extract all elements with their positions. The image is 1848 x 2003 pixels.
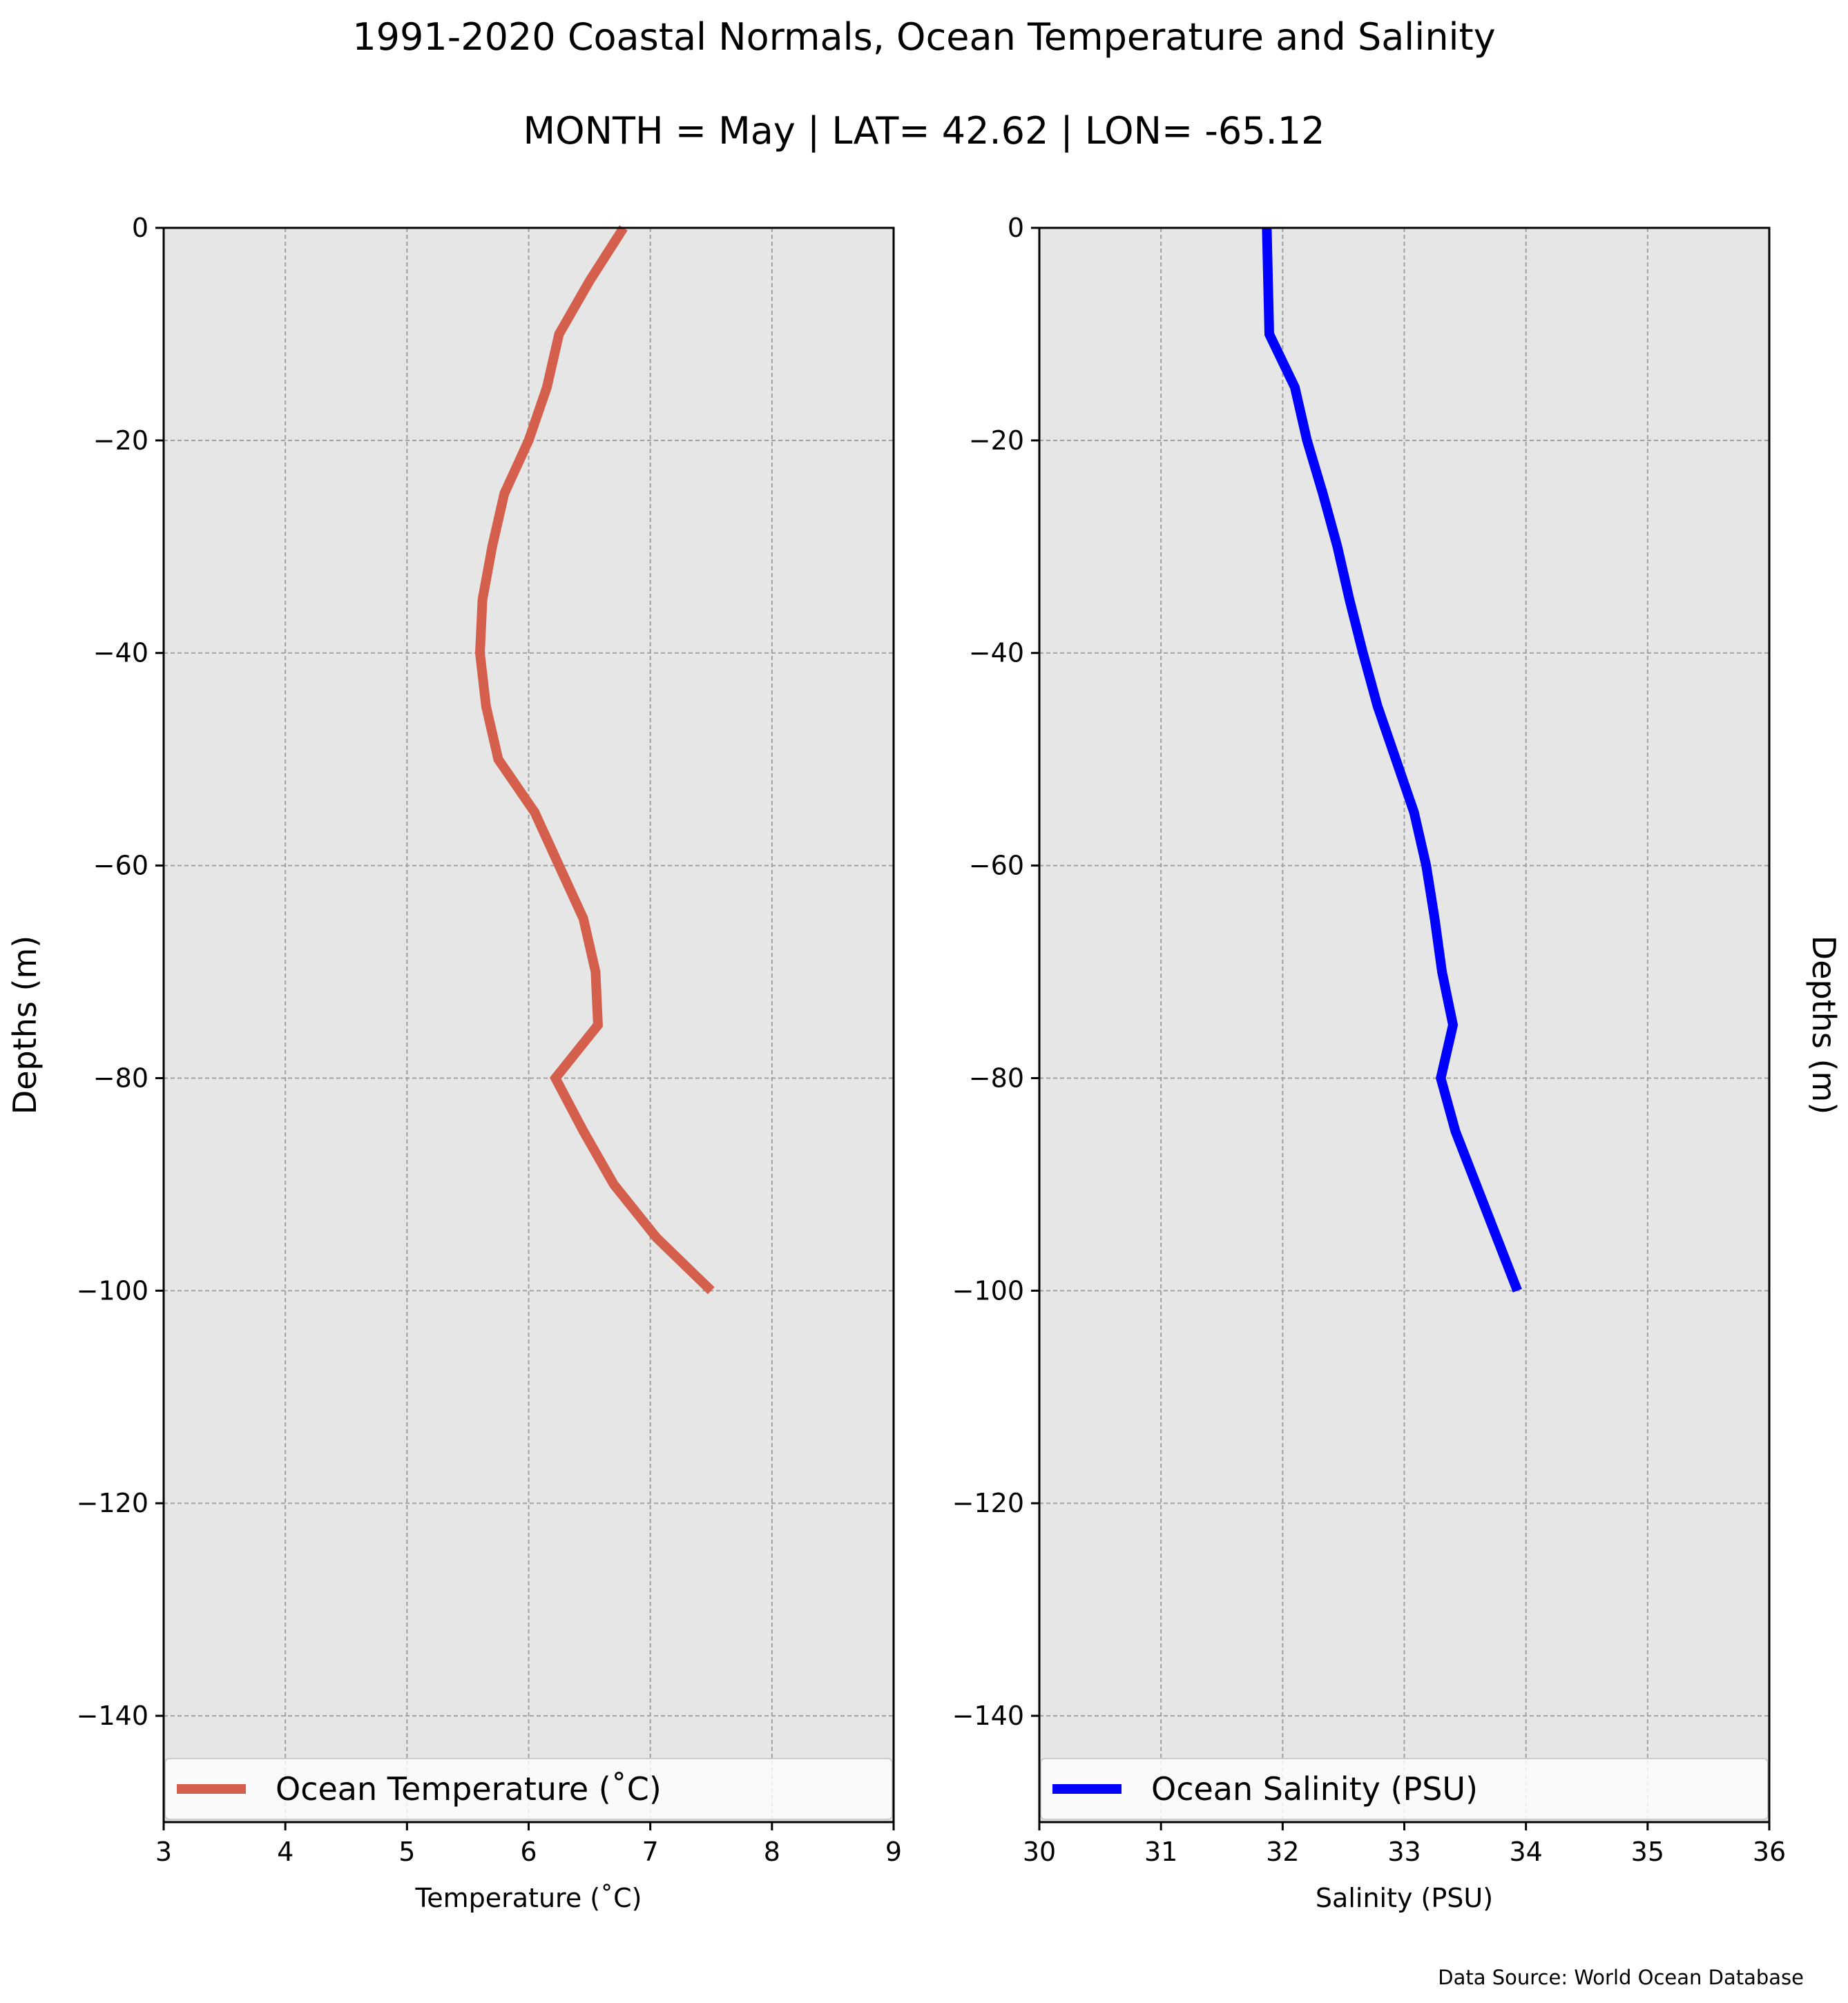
temperature-x-tick-label: 9 — [885, 1837, 902, 1867]
salinity-y-tick-label: −40 — [969, 638, 1024, 668]
salinity-x-tick-label: 32 — [1266, 1837, 1299, 1867]
salinity-y-tick-label: 0 — [1008, 213, 1024, 243]
salinity-legend-label: Ocean Salinity (PSU) — [1151, 1770, 1478, 1808]
salinity-y-axis-label: Depths (m) — [1805, 936, 1842, 1114]
temperature-y-tick-label: −120 — [77, 1488, 148, 1518]
temperature-legend-label: Ocean Temperature (˚C) — [276, 1770, 662, 1808]
data-source-note: Data Source: World Ocean Database — [1438, 1966, 1804, 1989]
temperature-y-axis-label: Depths (m) — [6, 936, 44, 1114]
temperature-y-tick-label: −80 — [93, 1063, 148, 1093]
salinity-y-tick-label: −120 — [952, 1488, 1024, 1518]
salinity-y-tick-label: −20 — [969, 425, 1024, 456]
temperature-legend: Ocean Temperature (˚C) — [164, 1758, 893, 1820]
salinity-series-line — [1262, 227, 1522, 1293]
salinity-x-tick-label: 31 — [1144, 1837, 1177, 1867]
temperature-y-tick-label: −100 — [77, 1275, 148, 1306]
temperature-legend-box — [164, 1758, 893, 1820]
temperature-x-tick-label: 5 — [398, 1837, 415, 1867]
temperature-panel: Ocean Temperature (˚C) 3 4 5 6 7 8 9 0 −20 −40 −60 −… — [6, 213, 902, 1913]
salinity-legend: Ocean Salinity (PSU) — [1040, 1758, 1769, 1820]
temperature-y-tick-label: −20 — [93, 425, 148, 456]
salinity-y-tick-label: −140 — [952, 1701, 1024, 1731]
temperature-y-tick-label: 0 — [132, 213, 148, 243]
salinity-y-tick-label: −100 — [952, 1275, 1024, 1306]
salinity-y-tick-label: −80 — [969, 1063, 1024, 1093]
salinity-x-axis-label: Salinity (PSU) — [1316, 1883, 1493, 1913]
temperature-x-tick-label: 4 — [277, 1837, 293, 1867]
salinity-legend-box — [1040, 1758, 1769, 1820]
salinity-x-tick-label: 34 — [1509, 1837, 1542, 1867]
temperature-y-tick-label: −40 — [93, 638, 148, 668]
salinity-y-tick-label: −60 — [969, 851, 1024, 881]
temperature-x-tick-label: 6 — [520, 1837, 537, 1867]
temperature-x-tick-label: 7 — [642, 1837, 659, 1867]
salinity-panel: Ocean Salinity (PSU) 30 31 32 33 34 35 36 0 −20 −4… — [952, 213, 1842, 1913]
temperature-y-tick-label: −140 — [77, 1701, 148, 1731]
salinity-x-tick-label: 35 — [1631, 1837, 1664, 1867]
temperature-series-line — [474, 225, 715, 1295]
temperature-x-tick-label: 3 — [155, 1837, 172, 1867]
salinity-x-tick-label: 30 — [1023, 1837, 1056, 1867]
temperature-x-tick-label: 8 — [764, 1837, 780, 1867]
temperature-y-tick-label: −60 — [93, 851, 148, 881]
salinity-x-tick-label: 36 — [1753, 1837, 1786, 1867]
figure-title-line1: 1991-2020 Coastal Normals, Ocean Tempera… — [352, 15, 1495, 59]
figure-title-line2: MONTH = May | LAT= 42.62 | LON= -65.12 — [523, 109, 1325, 153]
salinity-x-tick-label: 33 — [1387, 1837, 1421, 1867]
temperature-x-axis-label: Temperature (˚C) — [415, 1883, 642, 1913]
